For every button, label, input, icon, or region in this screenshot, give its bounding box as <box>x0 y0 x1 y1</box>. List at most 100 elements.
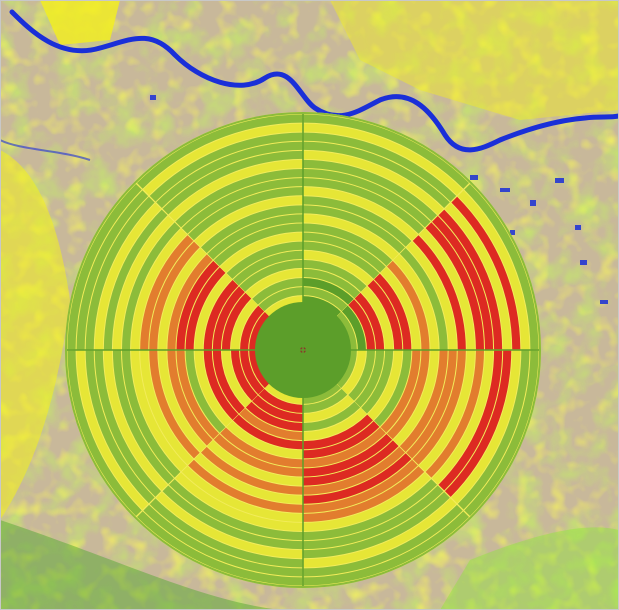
ring-segment-s1-r14 <box>406 241 457 350</box>
ring-segment-s6-r13 <box>158 248 207 350</box>
ring-segment-s7-r22 <box>143 123 303 196</box>
ring-segment-s7-r5 <box>252 278 303 305</box>
ring-segment-s1-r9 <box>374 273 412 350</box>
ring-segment-s5-r5 <box>231 350 258 401</box>
ring-segment-s2-r7 <box>361 350 394 414</box>
ring-segment-s0-r7 <box>303 259 367 292</box>
ring-segment-s1-r17 <box>425 222 484 350</box>
ring-segment-s4-r17 <box>175 472 303 531</box>
ring-segment-s3-r4 <box>303 388 348 413</box>
ring-segment-s3-r12 <box>303 440 399 486</box>
ring-segment-s3-r11 <box>303 433 393 477</box>
ring-segment-s6-r20 <box>94 203 162 350</box>
ring-segment-s2-r11 <box>386 350 430 440</box>
ring-segment-s3-r6 <box>303 401 361 432</box>
ring-segment-s6-r16 <box>131 228 187 350</box>
ring-segment-s1-r8 <box>367 280 403 350</box>
ring-segment-s5-r19 <box>103 350 168 491</box>
ring-segment-s6-r11 <box>176 260 220 350</box>
ring-segment-s7-r9 <box>226 241 303 279</box>
ring-segment-s6-r10 <box>185 267 226 350</box>
ring-segment-s5-r6 <box>221 350 252 408</box>
ring-segment-s5-r20 <box>94 350 162 497</box>
ring-segment-s6-r5 <box>231 299 258 350</box>
ring-segment-s1-r22 <box>457 190 530 350</box>
ring-segment-s6-r18 <box>112 215 174 350</box>
ring-segment-s5-r11 <box>176 350 220 440</box>
ring-segment-s0-r20 <box>303 141 450 209</box>
ring-segment-s1-r20 <box>444 203 512 350</box>
ring-segment-s1-r21 <box>451 196 521 350</box>
ring-segment-s2-r21 <box>451 350 521 504</box>
ring-segment-s4-r14 <box>194 453 303 504</box>
ring-segment-s4-r13 <box>201 446 303 495</box>
ring-segment-s6-r21 <box>85 196 155 350</box>
ring-segment-s6-r7 <box>212 286 245 350</box>
ring-segment-s0-r12 <box>303 214 399 260</box>
ring-segment-s5-r8 <box>203 350 239 420</box>
ring-segment-s0-r5 <box>303 278 354 305</box>
ring-segment-s2-r17 <box>425 350 484 478</box>
ring-segment-s0-r22 <box>303 123 463 196</box>
ring-segment-s5-r17 <box>122 350 181 478</box>
ring-segment-s3-r8 <box>303 414 373 450</box>
ring-segment-s3-r7 <box>303 408 367 441</box>
ring-segment-s7-r11 <box>213 223 303 267</box>
ring-segment-s1-r12 <box>393 254 439 350</box>
ring-segment-s3-r17 <box>303 472 431 531</box>
ring-segment-s4-r5 <box>252 395 303 422</box>
ring-segment-s7-r12 <box>207 214 303 260</box>
ring-segment-s7-r20 <box>156 141 303 209</box>
ring-segment-s3-r16 <box>303 466 425 522</box>
ring-segment-s4-r7 <box>239 408 303 441</box>
chart-outer-rim <box>65 112 541 588</box>
ring-segment-s2-r14 <box>406 350 457 459</box>
ring-segment-s0-r19 <box>303 150 444 215</box>
ring-segment-s3-r23 <box>303 511 470 586</box>
ring-segment-s7-r7 <box>239 259 303 292</box>
ring-segment-s1-r5 <box>348 299 375 350</box>
ring-segment-s5-r14 <box>149 350 200 459</box>
ring-segment-s7-r14 <box>194 196 303 247</box>
ring-segment-s2-r12 <box>393 350 439 446</box>
ring-segment-s6-r23 <box>67 183 142 350</box>
ring-segment-s0-r18 <box>303 159 438 221</box>
ring-segment-s0-r15 <box>303 187 418 241</box>
radial-ring-chart <box>65 112 541 588</box>
ring-segment-s5-r15 <box>140 350 194 465</box>
ring-segment-s5-r13 <box>158 350 207 452</box>
ring-segment-s7-r21 <box>149 132 303 202</box>
ring-segment-s1-r16 <box>419 228 475 350</box>
ring-segment-s3-r9 <box>303 421 380 459</box>
ring-segment-s7-r10 <box>220 232 303 273</box>
ring-segment-s0-r17 <box>303 169 431 228</box>
ring-segment-s0-r8 <box>303 250 373 286</box>
ring-segment-s0-r11 <box>303 223 393 267</box>
ring-segment-s0-r14 <box>303 196 412 247</box>
ring-segment-s7-r13 <box>201 205 303 254</box>
ring-segment-s4-r22 <box>143 504 303 577</box>
ring-segment-s7-r6 <box>245 268 303 299</box>
ring-segment-s1-r4 <box>341 305 366 350</box>
ring-segment-s3-r10 <box>303 427 386 468</box>
ring-segment-s1-r11 <box>386 260 430 350</box>
ring-segment-s6-r9 <box>194 273 232 350</box>
ring-segment-s3-r21 <box>303 498 457 568</box>
ring-segment-s4-r16 <box>181 466 303 522</box>
ring-segment-s6-r8 <box>203 280 239 350</box>
ring-segment-s3-r18 <box>303 479 438 541</box>
ring-segment-s2-r23 <box>464 350 539 517</box>
ring-segment-s4-r23 <box>136 511 303 586</box>
ring-segment-s5-r9 <box>194 350 232 427</box>
ring-segment-s7-r18 <box>168 159 303 221</box>
ring-segment-s0-r21 <box>303 132 457 202</box>
ring-segment-s1-r18 <box>432 215 494 350</box>
ring-segment-s6-r15 <box>140 235 194 350</box>
ring-segment-s5-r22 <box>76 350 149 510</box>
ring-segment-s6-r17 <box>122 222 181 350</box>
ring-segment-s2-r22 <box>457 350 530 510</box>
ring-segment-s0-r23 <box>303 114 470 189</box>
ring-segment-s7-r17 <box>175 169 303 228</box>
